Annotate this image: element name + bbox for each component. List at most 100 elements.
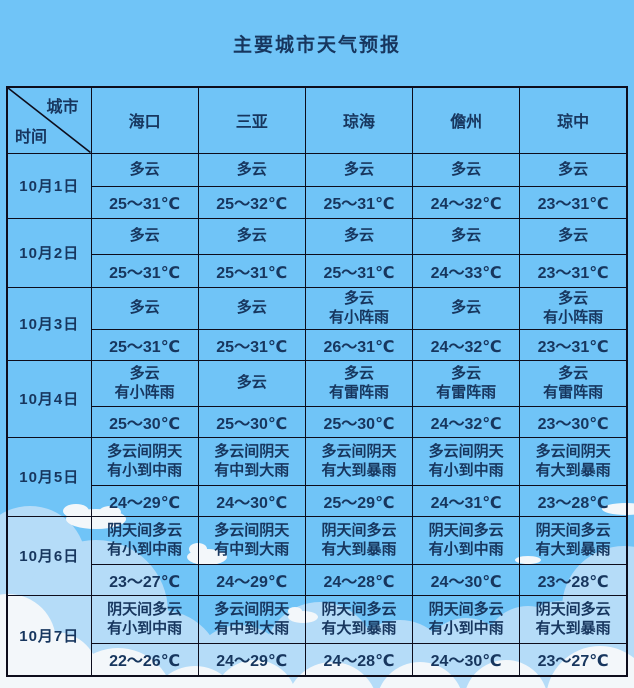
date-cell: 10月2日 (6, 217, 92, 288)
weather-cell: 阴天间多云 有小到中雨 (90, 515, 199, 565)
weather-cell: 多云 (519, 217, 628, 255)
header-row: 城市 时间 海口 三亚 琼海 儋州 琼中 (6, 86, 628, 154)
temperature-cell: 24～28℃ (304, 642, 414, 677)
date-cell: 10月6日 (6, 515, 92, 596)
date-cell: 10月1日 (6, 152, 92, 219)
weather-cell: 多云 (90, 152, 199, 187)
column-header-city: 海口 (90, 86, 199, 154)
column-header-city: 三亚 (197, 86, 306, 154)
temperature-row: 22～26℃ 24～29℃ 24～28℃ 24～30℃ 23～27℃ (7, 642, 628, 677)
temperature-cell: 23～28℃ (519, 484, 628, 517)
temperature-row: 25～31℃ 25～31℃ 25～31℃ 24～33℃ 23～31℃ (7, 253, 628, 288)
weather-cell: 多云 (412, 286, 521, 330)
temperature-row: 23～27℃ 24～29℃ 24～28℃ 24～30℃ 23～28℃ (7, 563, 628, 596)
temperature-row: 24～29℃ 24～30℃ 25～29℃ 24～31℃ 23～28℃ (7, 484, 628, 517)
corner-cell: 城市 时间 (6, 86, 92, 154)
temperature-cell: 23～27℃ (519, 642, 628, 677)
temperature-cell: 24～31℃ (412, 484, 521, 517)
temperature-cell: 24～32℃ (412, 328, 521, 361)
weather-cell: 多云间阴天 有中到大雨 (197, 594, 306, 644)
weather-cell: 多云间阴天 有小到中雨 (412, 436, 521, 486)
temperature-cell: 23～31℃ (519, 185, 628, 219)
weather-cell: 多云间阴天 有中到大雨 (197, 436, 306, 486)
temperature-cell: 24～33℃ (412, 253, 521, 288)
column-header-city: 琼中 (519, 86, 628, 154)
temperature-cell: 24～32℃ (412, 405, 521, 438)
weather-cell: 阴天间多云 有小到中雨 (412, 515, 521, 565)
weather-cell: 多云 (90, 286, 199, 330)
temperature-cell: 24～28℃ (304, 563, 414, 596)
weather-cell: 多云间阴天 有中到大雨 (197, 515, 306, 565)
temperature-cell: 24～29℃ (90, 484, 199, 517)
temperature-cell: 23～30℃ (519, 405, 628, 438)
temperature-cell: 23～31℃ (519, 328, 628, 361)
weather-cell: 多云 有雷阵雨 (412, 359, 521, 407)
temperature-cell: 26～31℃ (304, 328, 414, 361)
temperature-cell: 25～31℃ (90, 253, 199, 288)
weather-cell: 多云 有雷阵雨 (304, 359, 414, 407)
weather-cell: 多云 (412, 217, 521, 255)
temperature-cell: 25～32℃ (197, 185, 306, 219)
weather-cell: 阴天间多云 有大到暴雨 (304, 594, 414, 644)
temperature-cell: 24～30℃ (412, 563, 521, 596)
weather-cell: 多云 (304, 152, 414, 187)
temperature-cell: 25～31℃ (90, 328, 199, 361)
weather-cell: 多云 (197, 286, 306, 330)
temperature-cell: 25～30℃ (90, 405, 199, 438)
column-header-city: 琼海 (304, 86, 414, 154)
temperature-row: 25～31℃ 25～31℃ 26～31℃ 24～32℃ 23～31℃ (7, 328, 628, 361)
weather-cell: 多云 有小阵雨 (304, 286, 414, 330)
weather-cell: 多云 (197, 152, 306, 187)
weather-cell: 多云间阴天 有大到暴雨 (304, 436, 414, 486)
weather-cell: 阴天间多云 有大到暴雨 (304, 515, 414, 565)
weather-row: 10月1日 多云 多云 多云 多云 多云 (6, 152, 628, 219)
weather-row: 10月2日 多云 多云 多云 多云 多云 (6, 217, 628, 288)
weather-row: 10月6日 阴天间多云 有小到中雨 多云间阴天 有中到大雨 阴天间多云 有大到暴雨 阴天… (6, 515, 628, 596)
date-cell: 10月3日 (6, 286, 92, 361)
weather-row: 10月7日 阴天间多云 有小到中雨 多云间阴天 有中到大雨 阴天间多云 有大到暴雨 阴天… (6, 594, 628, 677)
date-cell: 10月7日 (6, 594, 92, 677)
weather-cell: 阴天间多云 有大到暴雨 (519, 515, 628, 565)
weather-cell: 多云 有小阵雨 (519, 286, 628, 330)
diagonal-line (8, 88, 91, 153)
temperature-cell: 23～27℃ (90, 563, 199, 596)
temperature-cell: 25～30℃ (197, 405, 306, 438)
page-title: 主要城市天气预报 (232, 34, 401, 56)
weather-cell: 多云 有小阵雨 (90, 359, 199, 407)
weather-cell: 多云 (412, 152, 521, 187)
weather-cell: 阴天间多云 有小到中雨 (90, 594, 199, 644)
weather-cell: 多云 (304, 217, 414, 255)
weather-cell: 多云间阴天 有大到暴雨 (519, 436, 628, 486)
corner-label-city: 城市 (46, 99, 79, 116)
temperature-cell: 24～30℃ (412, 642, 521, 677)
temperature-cell: 24～32℃ (412, 185, 521, 219)
weather-cell: 多云 (197, 217, 306, 255)
column-header-city: 儋州 (412, 86, 521, 154)
date-cell: 10月5日 (6, 436, 92, 517)
temperature-cell: 22～26℃ (90, 642, 199, 677)
temperature-cell: 25～31℃ (197, 253, 306, 288)
temperature-cell: 24～29℃ (197, 642, 306, 677)
weather-cell: 阴天间多云 有大到暴雨 (519, 594, 628, 644)
temperature-cell: 25～31℃ (90, 185, 199, 219)
weather-cell: 阴天间多云 有小到中雨 (412, 594, 521, 644)
temperature-cell: 25～31℃ (304, 185, 414, 219)
weather-cell: 多云 (519, 152, 628, 187)
temperature-cell: 23～31℃ (519, 253, 628, 288)
corner-label-time: 时间 (15, 128, 48, 146)
weather-row: 10月5日 多云间阴天 有小到中雨 多云间阴天 有中到大雨 多云间阴天 有大到暴雨 多云… (6, 436, 628, 517)
weather-row: 10月3日 多云 多云 多云 有小阵雨 多云 多云 有小阵雨 (6, 286, 628, 361)
weather-cell: 多云 有雷阵雨 (519, 359, 628, 407)
temperature-row: 25～30℃ 25～30℃ 25～30℃ 24～32℃ 23～30℃ (7, 405, 628, 438)
weather-cell: 多云间阴天 有小到中雨 (90, 436, 199, 486)
weather-row: 10月4日 多云 有小阵雨 多云 多云 有雷阵雨 多云 有雷阵雨 多云 有雷阵雨 (6, 359, 628, 438)
date-cell: 10月4日 (6, 359, 92, 438)
weather-cell: 多云 (90, 217, 199, 255)
temperature-cell: 23～28℃ (519, 563, 628, 596)
forecast-table: 城市 时间 海口 三亚 琼海 儋州 琼中 10月1日 多云 多云 多云 多云 多云 25～31℃ 25… (6, 86, 628, 677)
temperature-cell: 25～30℃ (304, 405, 414, 438)
temperature-row: 25～31℃ 25～32℃ 25～31℃ 24～32℃ 23～31℃ (7, 185, 628, 219)
temperature-cell: 24～30℃ (197, 484, 306, 517)
temperature-cell: 25～31℃ (197, 328, 306, 361)
